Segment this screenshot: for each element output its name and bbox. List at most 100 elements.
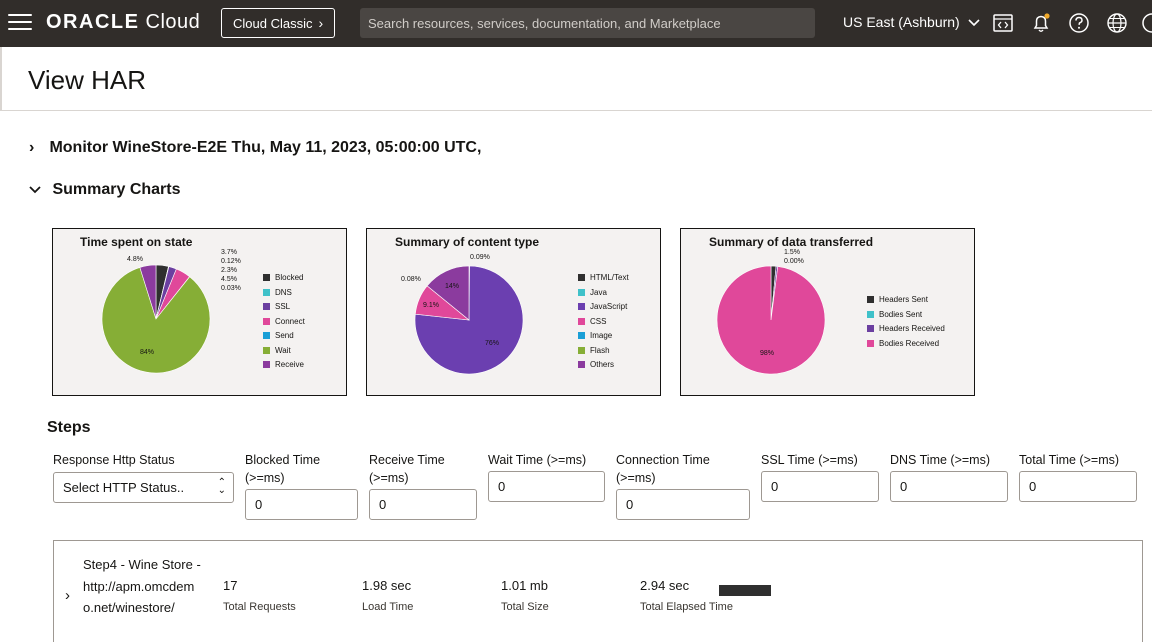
elapsed-time-bar [719,585,771,596]
wait-time-input[interactable] [488,471,605,502]
legend-item-receive: Receive [263,360,304,369]
search-input[interactable] [360,8,815,38]
legend-item-bodies-received: Bodies Received [867,339,939,348]
pie-label-wait: 84% [140,349,155,356]
step-name[interactable]: Step4 - Wine Store - http://apm.omcdemo.… [83,557,201,615]
help-icon[interactable] [1068,12,1090,34]
legend-label: DNS [275,287,292,297]
legend-label: Receive [275,360,304,369]
brand-oracle: ORACLE [46,11,140,33]
filter-label-blocked: Blocked Time (>=ms) [245,453,321,485]
chart-summary-of-content-type: Summary of content type 0.09% 0.08% 14% … [366,228,661,396]
pie-label-others: 14% [445,283,460,290]
chart-time-spent-on-state: Time spent on state 3.7% 0.12% 2.3% 4.5%… [52,228,347,396]
region-label: US East (Ashburn) [843,14,960,30]
legend-swatch [263,274,270,281]
pie-label-headers-sent: 1.5% [784,249,800,256]
step-row: › Step4 - Wine Store - http://apm.omcdem… [53,540,1143,642]
legend-swatch [578,288,585,296]
dns-time-input[interactable] [890,471,1008,502]
legend-item-connect: Connect [263,317,305,326]
legend-label: Wait [275,345,291,355]
total-time-input[interactable] [1019,471,1137,502]
cloud-classic-label: Cloud Classic [233,15,313,31]
summary-charts-heading: Summary Charts [52,181,181,198]
total-requests-value: 17 [223,578,238,593]
legend-label: Connect [275,316,305,326]
legend-swatch [578,303,585,310]
legend-item-html-text: HTML/Text [578,273,629,282]
http-status-select[interactable]: Select HTTP Status.. ⌃ ⌄ [53,472,234,503]
legend-label: JavaScript [590,302,628,311]
monitor-section-toggle[interactable]: › Monitor WineStore-E2E Thu, May 11, 202… [29,139,481,157]
receive-time-input[interactable] [369,489,477,520]
legend-swatch [263,317,270,325]
legend-item-others: Others [578,360,614,369]
legend-swatch [867,310,874,318]
http-status-selected-value: Select HTTP Status.. [63,480,185,495]
pie-slice-bodies-received [716,265,826,375]
legend-swatch [263,346,270,354]
notification-bell-icon[interactable] [1030,12,1052,34]
legend-item-image: Image [578,331,612,340]
legend-label: Send [275,331,294,340]
chart-title: Summary of content type [395,235,540,249]
connection-time-input[interactable] [616,489,750,520]
expand-chevron-icon[interactable]: › [65,587,70,604]
legend-label: SSL [275,302,291,311]
pie-slice-receive [139,264,157,320]
legend-label: Bodies Received [879,338,940,348]
pie-label-bodies-sent: 0.00% [784,258,804,265]
legend-item-wait: Wait [263,346,291,355]
filter-label-receive: Receive Time (>=ms) [369,453,445,485]
blocked-time-input[interactable] [245,489,358,520]
summary-charts-toggle[interactable]: Summary Charts [27,181,181,199]
top-navigation-bar: ORACLE Cloud Cloud Classic › US East (As… [0,0,1152,47]
legend-label: Headers Received [879,324,945,333]
pie-state-svg [101,264,211,374]
legend-item-blocked: Blocked [263,273,303,282]
legend-swatch [578,332,585,339]
legend-swatch [578,361,585,368]
legend-label: Others [590,360,615,369]
pie-label-dns: 0.12% [221,258,241,265]
total-size-label: Total Size [501,601,549,613]
ssl-time-input[interactable] [761,471,879,502]
legend-swatch [867,325,874,332]
legend-label: Blocked [275,273,304,282]
filter-label-ssl: SSL Time (>=ms) [761,453,858,467]
total-elapsed-value: 2.94 sec [640,578,690,593]
cloud-classic-button[interactable]: Cloud Classic › [221,8,335,38]
chevron-right-icon: › [29,139,35,156]
legend-swatch [263,303,270,310]
monitor-heading: Monitor WineStore-E2E Thu, May 11, 2023,… [49,139,482,156]
legend-label: Flash [590,345,610,355]
legend-item-send: Send [263,331,294,340]
filter-label-total: Total Time (>=ms) [1019,453,1120,467]
profile-avatar-icon[interactable] [1141,12,1152,34]
pie-slice-others [426,265,470,321]
pie-label-blocked: 3.7% [221,249,237,256]
legend-label: Image [590,331,613,340]
pie-label-ssl: 2.3% [221,267,237,274]
select-arrows-icon: ⌃ ⌄ [217,477,226,496]
region-selector[interactable]: US East (Ashburn) [843,14,980,30]
pie-label-receive: 4.8% [127,256,143,263]
pie-label-bodies-received: 98% [760,350,775,357]
legend-swatch [263,288,270,296]
total-requests-label: Total Requests [223,601,296,613]
legend-swatch [578,317,585,325]
legend-label: Bodies Sent [879,309,923,319]
language-globe-icon[interactable] [1106,12,1128,34]
pie-data-svg [716,265,826,375]
filter-label-wait: Wait Time (>=ms) [488,453,587,467]
oracle-cloud-logo[interactable]: ORACLE Cloud [46,11,200,34]
chart-summary-of-data-transferred: Summary of data transferred 1.5% 0.00% 9… [680,228,975,396]
legend-label: Headers Sent [879,295,928,304]
code-editor-icon[interactable] [992,12,1014,34]
hamburger-menu-icon[interactable] [8,14,32,32]
legend-item-ssl: SSL [263,302,290,311]
chart-title: Summary of data transferred [709,235,874,249]
total-elapsed-label: Total Elapsed Time [640,601,733,613]
legend-item-headers-received: Headers Received [867,324,945,333]
